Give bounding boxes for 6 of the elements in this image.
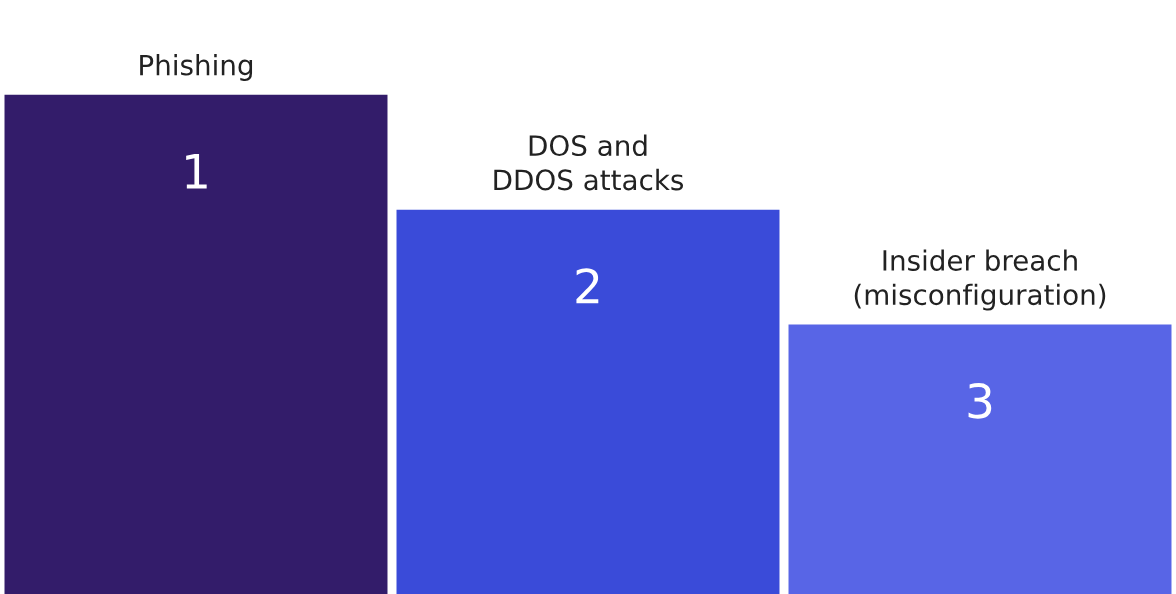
annotation: 1 — [186, 154, 207, 189]
x-tick-label: Insider breach (misconfiguration) — [854, 249, 1106, 311]
annotation: 2 — [576, 268, 599, 304]
x-tick-label: Phishing — [140, 54, 253, 81]
annotation: 3 — [968, 382, 992, 419]
x-tick-label: DOS and DDOS attacks — [494, 134, 684, 191]
